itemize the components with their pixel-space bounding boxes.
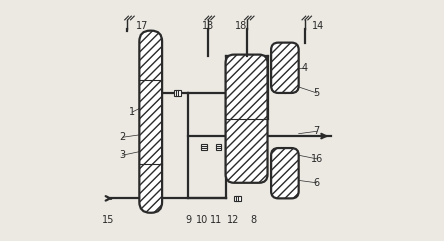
FancyBboxPatch shape [139,31,162,213]
Bar [234,196,241,201]
Bar [174,90,181,96]
Bar [202,143,206,150]
FancyBboxPatch shape [226,55,268,183]
Text: 9: 9 [186,215,191,225]
FancyBboxPatch shape [271,148,299,198]
FancyBboxPatch shape [271,43,299,93]
Text: 5: 5 [313,88,320,98]
Text: 11: 11 [210,215,222,225]
Text: 3: 3 [119,150,126,160]
Text: 15: 15 [102,215,115,225]
Text: 18: 18 [235,21,247,31]
Text: 13: 13 [202,21,214,31]
Text: 8: 8 [250,215,256,225]
Text: 4: 4 [301,63,308,73]
Text: 17: 17 [135,21,148,31]
Text: 1: 1 [129,107,135,117]
Text: 10: 10 [195,215,208,225]
Text: 7: 7 [313,126,320,136]
Text: 16: 16 [310,154,323,164]
Bar [216,143,221,150]
Text: 12: 12 [226,215,239,225]
Text: 14: 14 [312,21,324,31]
Text: 2: 2 [119,132,126,142]
Text: 6: 6 [313,178,320,188]
